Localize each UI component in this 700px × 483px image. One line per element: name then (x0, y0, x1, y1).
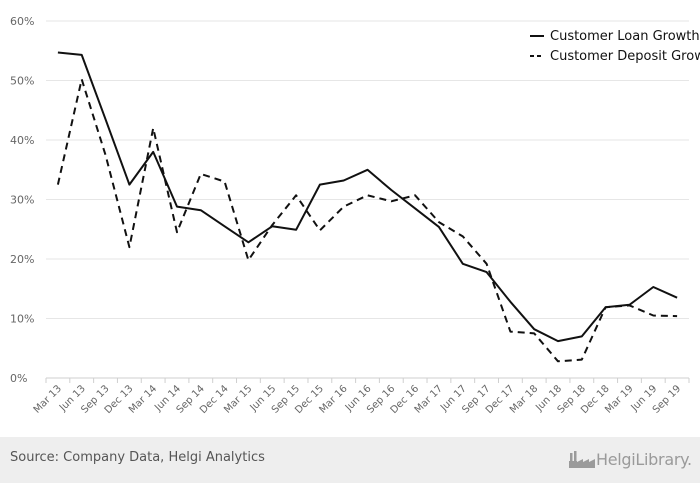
legend-label: Customer Deposit Growth (550, 49, 700, 64)
y-tick-label: 60% (10, 15, 34, 28)
legend-label: Customer Loan Growth (550, 29, 700, 44)
factory-icon (569, 451, 595, 468)
footer-band (0, 437, 700, 483)
y-tick-label: 0% (10, 372, 27, 385)
y-tick-label: 50% (10, 75, 34, 88)
y-axis: 0% 10% 20% 30% 40% 50% 60% (10, 15, 34, 385)
series-lines (56, 51, 678, 363)
helgi-library-logo: HelgiLibrary. (568, 448, 692, 470)
legend: Customer Loan Growth Customer Deposit Gro… (530, 29, 700, 64)
logo-text: HelgiLibrary. (596, 449, 692, 469)
y-tick-label: 20% (10, 253, 34, 266)
series-line-1 (57, 51, 678, 343)
grid-lines (46, 20, 689, 319)
y-tick-label: 30% (10, 194, 34, 207)
y-tick-label: 10% (10, 313, 34, 326)
y-tick-label: 40% (10, 134, 34, 147)
source-note: Source: Company Data, Helgi Analytics (10, 450, 265, 465)
x-tick-label: Mar 13 (32, 383, 64, 415)
